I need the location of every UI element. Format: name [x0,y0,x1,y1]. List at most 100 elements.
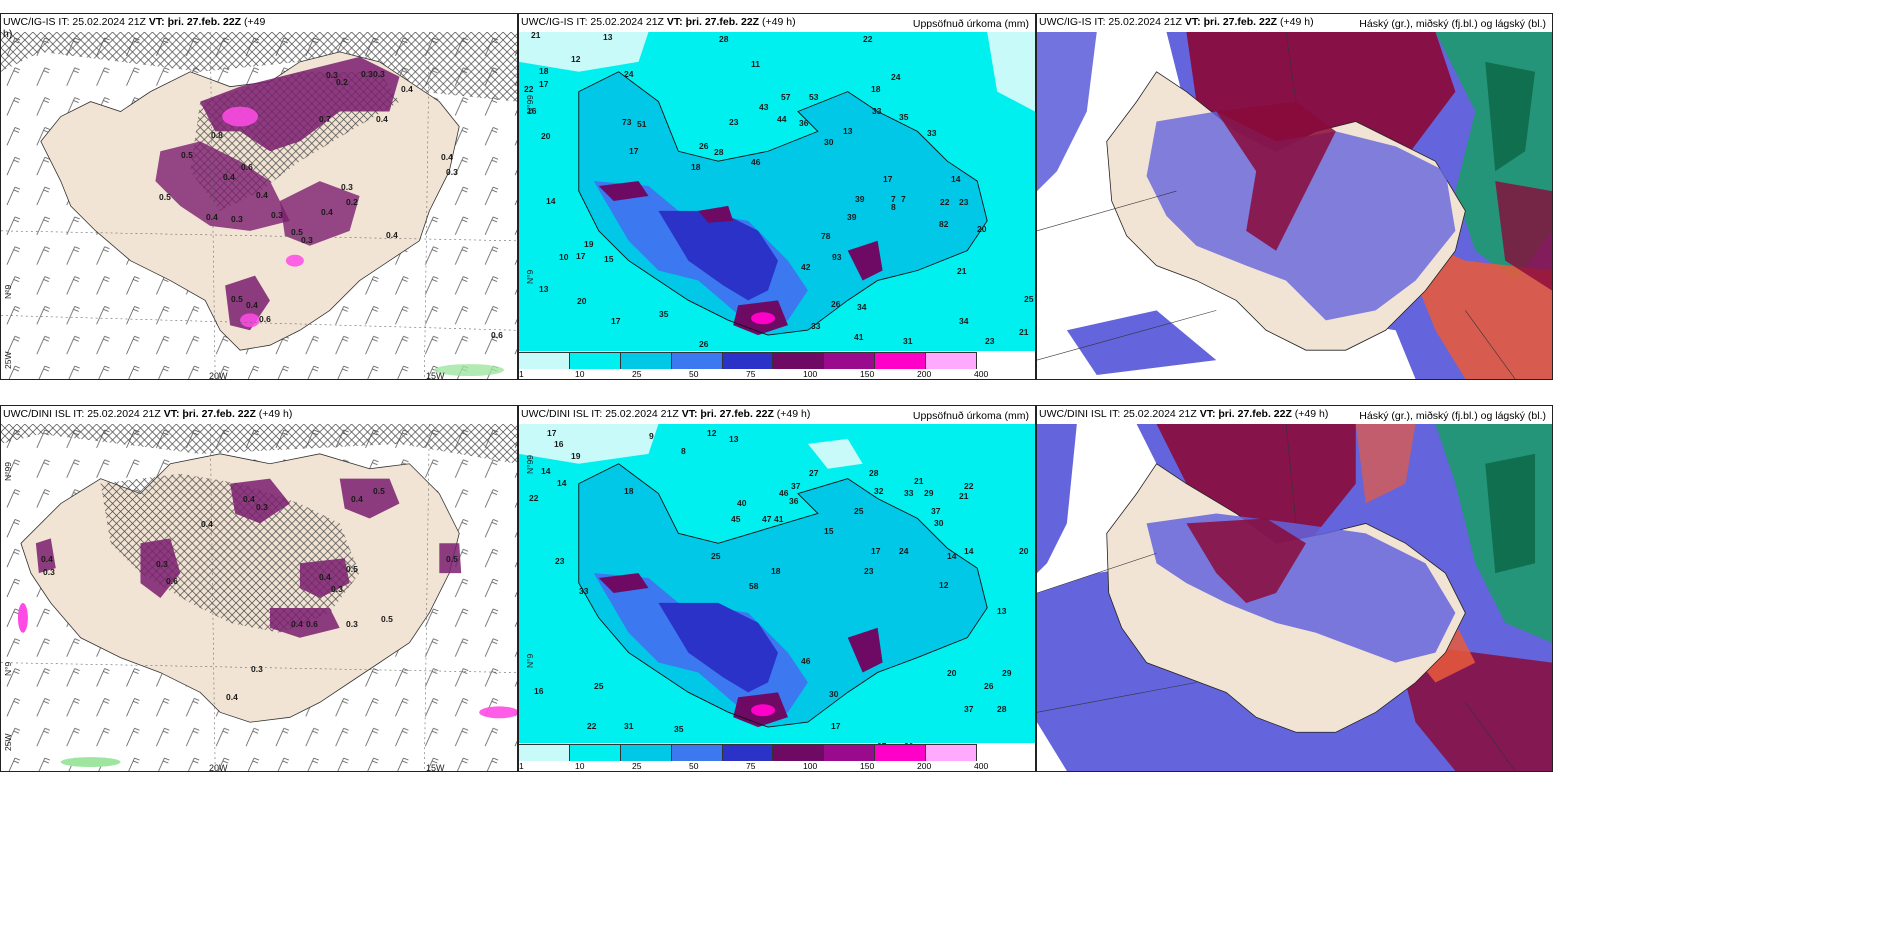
map-value: 15 [824,526,834,536]
map-value: 33 [872,106,882,116]
map-value: 0.4 [291,619,303,629]
map-area[interactable] [519,32,1035,351]
map-value: 23 [959,197,969,207]
panel-title: UWC/IG-IS IT: 25.02.2024 21Z VT: þri. 27… [521,16,796,28]
legend-swatch [519,353,570,369]
map-value: 0.4 [256,190,268,200]
map-value: 8 [891,202,896,212]
map-value: 25 [1024,294,1034,304]
legend-ticks: 1 10 25 50 75 100 150 200 400 [519,761,988,771]
legend-tick: 200 [917,761,932,771]
map-value: 0.3 [361,69,373,79]
precip-color-legend [519,352,978,369]
panel-ig-is-precip-type: UWC/IG-IS IT: 25.02.2024 21Z VT: þri. 27… [0,13,518,380]
precip-area-north [200,56,400,152]
map-value: 17 [883,174,893,184]
map-value: 0.3 [326,70,338,80]
map-area[interactable] [1037,424,1552,771]
map-value: 33 [811,321,821,331]
map-value: 23 [555,556,565,566]
legend-ticks: 1 10 25 50 75 100 150 200 400 [519,369,988,379]
legend-tick: 25 [632,369,642,379]
map-value: 9 [649,431,654,441]
map-value: 0.2 [336,77,348,87]
map-value: 19 [571,451,581,461]
legend-swatch [519,745,570,761]
map-area[interactable]: 0.6 0.3 0.2 0.3 0.3 0.4 0.8 0.7 0.4 0.5 … [1,32,517,379]
map-value: 21 [914,476,924,486]
map-value: 14 [541,466,551,476]
legend-tick: 150 [860,761,875,771]
map-value: 16 [527,106,537,116]
panel-variable-label: Uppsöfnuð úrkoma (mm) [912,18,1029,30]
map-value: 23 [985,336,995,346]
map-value: 7 [891,194,896,204]
lat-label: 25W [3,351,13,369]
map-value: 19 [584,239,594,249]
map-value: 24 [624,69,634,79]
map-value: 18 [624,486,634,496]
legend-tick: 400 [974,761,989,771]
iceland-coastline [578,71,988,336]
map-area[interactable] [519,424,1035,743]
lon-label-20w: 20W [209,371,228,380]
map-value: 0.6 [166,576,178,586]
legend-tick: 75 [746,369,756,379]
legend-swatch [926,353,978,369]
map-value: 11 [751,59,760,69]
map-value: 20 [577,296,587,306]
map-area[interactable]: 0.4 0.3 0.4 0.5 0.3 0.6 0.4 0.3 0.5 0.4 … [1,424,517,771]
legend-swatch [671,745,723,761]
legend-swatch [824,745,876,761]
panel-variable-label: Háský (gr.), miðský (fj.bl.) og lágský (… [1359,18,1546,30]
panel-title: UWC/DINI ISL IT: 25.02.2024 21Z VT: þri.… [1039,408,1329,420]
map-value: 29 [1002,668,1012,678]
panel-dini-cloud-cover: UWC/DINI ISL IT: 25.02.2024 21Z VT: þri.… [1036,405,1553,772]
map-value: 18 [771,566,781,576]
panel-dini-precip-type: UWC/DINI ISL IT: 25.02.2024 21Z VT: þri.… [0,405,518,772]
map-value: 17 [871,546,881,556]
map-area[interactable] [1037,32,1552,379]
iceland-coastline [578,463,988,728]
map-value: 0.8 [211,130,223,140]
map-value: 14 [947,551,957,561]
lat-label: N°99 [525,95,535,114]
map-value: 39 [855,194,865,204]
legend-tick: 1 [519,761,524,771]
map-value: 17 [547,428,557,438]
map-value: 21 [1019,327,1029,337]
map-value: 18 [691,162,701,172]
legend-swatch [620,745,672,761]
map-value: 0.6 [259,314,271,324]
map-value: 7 [901,194,906,204]
map-value: 0.5 [381,614,393,624]
precip-area-central [155,141,290,231]
map-value: 26 [831,299,841,309]
map-value: 26 [699,141,709,151]
map-value: 0.2 [346,197,358,207]
map-value: 0.4 [321,207,333,217]
map-value: 0.4 [226,692,238,702]
map-value: 13 [603,32,613,42]
lat-label: N°99 [3,462,13,481]
map-value: 0.6 [306,619,318,629]
map-value: 30 [824,137,834,147]
map-value: 0.3 [43,567,55,577]
map-value: 31 [903,336,913,346]
map-value: 24 [891,72,901,82]
map-value: 22 [964,481,974,491]
legend-tick: 50 [689,761,699,771]
map-value: 8 [681,446,686,456]
map-value: 13 [539,284,549,294]
map-value: 0.4 [41,554,53,564]
map-value: 32 [874,486,884,496]
lat-label: 25W [3,733,13,751]
map-value: 20 [947,668,957,678]
map-value: 37 [791,481,801,491]
panel-ig-is-accum-precip: UWC/IG-IS IT: 25.02.2024 21Z VT: þri. 27… [518,13,1036,380]
panel-title: UWC/DINI ISL IT: 25.02.2024 21Z VT: þri.… [521,408,811,420]
legend-swatch [926,745,978,761]
map-value: 0.3 [251,664,263,674]
lon-label-15w: 15W [426,763,445,772]
map-value: 35 [674,724,684,734]
